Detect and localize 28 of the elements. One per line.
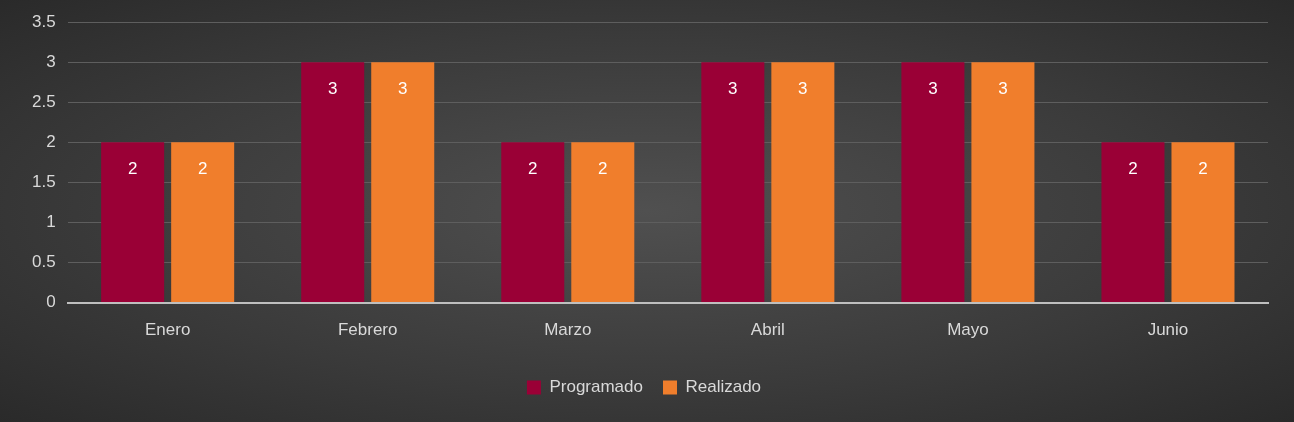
data-label: 2 bbox=[1198, 159, 1208, 179]
x-tick-label: Mayo bbox=[947, 320, 989, 340]
data-label: 3 bbox=[398, 78, 408, 98]
y-tick-label: 0 bbox=[46, 292, 56, 312]
y-tick-label: 1.5 bbox=[31, 172, 56, 192]
legend-label: Programado bbox=[549, 377, 643, 397]
data-label: 3 bbox=[998, 78, 1008, 98]
x-tick-label: Marzo bbox=[544, 320, 592, 340]
data-label: 2 bbox=[1128, 159, 1138, 179]
y-tick-label: 3 bbox=[46, 51, 56, 71]
data-label: 3 bbox=[728, 78, 738, 98]
data-label: 3 bbox=[928, 78, 938, 98]
x-tick-label: Junio bbox=[1147, 320, 1189, 340]
y-tick-label: 3.5 bbox=[31, 11, 56, 31]
data-label: 3 bbox=[327, 78, 338, 98]
y-tick-label: 2 bbox=[46, 132, 56, 152]
x-tick-label: Abril bbox=[750, 320, 785, 340]
x-tick-label: Febrero bbox=[337, 320, 398, 340]
y-tick-label: 0.5 bbox=[31, 252, 56, 272]
data-label: 2 bbox=[528, 159, 538, 179]
data-label: 2 bbox=[197, 159, 208, 179]
data-label: 2 bbox=[127, 159, 138, 179]
x-tick-label: Enero bbox=[144, 320, 191, 340]
legend-label: Realizado bbox=[685, 377, 762, 397]
y-tick-label: 1 bbox=[46, 212, 56, 232]
data-label: 3 bbox=[798, 78, 808, 98]
y-tick-label: 2.5 bbox=[31, 92, 56, 111]
data-label: 2 bbox=[598, 159, 608, 179]
